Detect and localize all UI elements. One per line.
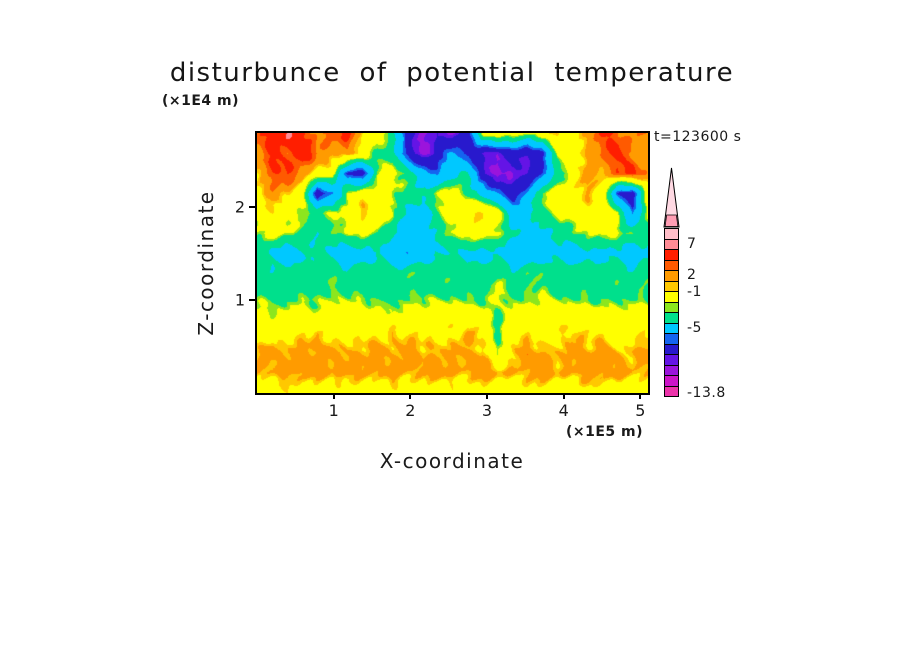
colorbar-arrow-icon — [663, 167, 680, 228]
colorbar-segment — [665, 355, 678, 366]
x-tick-mark — [639, 393, 642, 399]
x-axis-label: X-coordinate — [379, 449, 525, 473]
x-tick-mark — [409, 393, 412, 399]
y-axis-unit-label: (×1E4 m) — [162, 93, 240, 109]
contour-field-canvas — [257, 133, 648, 393]
colorbar-segment — [665, 365, 678, 376]
colorbar-segment — [665, 281, 678, 292]
x-tick-label: 3 — [481, 401, 493, 420]
y-tick-mark — [249, 206, 255, 209]
colorbar-segment — [665, 376, 678, 387]
colorbar-segment — [665, 260, 678, 271]
colorbar-segment — [665, 239, 678, 250]
colorbar-segment — [665, 386, 678, 396]
chart-title: disturbunce of potential temperature — [169, 58, 735, 88]
colorbar-segment — [665, 250, 678, 261]
colorbar-segment — [665, 271, 678, 282]
x-tick-label: 1 — [328, 401, 339, 420]
colorbar-segment — [665, 302, 678, 313]
colorbar-tick-label: 7 — [687, 235, 697, 252]
x-axis-unit-label: (×1E5 m) — [566, 424, 644, 440]
colorbar-segment — [665, 229, 678, 240]
colorbar-segment — [665, 344, 678, 355]
x-tick-label: 4 — [558, 401, 569, 420]
y-tick-label: 1 — [234, 290, 245, 310]
y-axis-label: Z-coordinate — [194, 190, 218, 336]
colorbar-segment — [665, 334, 678, 345]
colorbar-segment — [665, 292, 678, 303]
colorbar-segment — [665, 323, 678, 334]
colorbar-tick-label: 2 — [687, 267, 697, 284]
y-tick-mark — [249, 299, 255, 302]
colorbar-segment — [665, 313, 678, 324]
colorbar — [664, 228, 679, 397]
x-tick-mark — [562, 393, 565, 399]
timestamp-annotation: t=123600 s — [654, 129, 742, 145]
x-tick-mark — [486, 393, 488, 399]
colorbar-tick-label: -5 — [687, 320, 702, 337]
plot-area — [255, 131, 650, 395]
x-tick-label: 5 — [635, 401, 646, 420]
x-tick-label: 2 — [405, 401, 416, 420]
y-tick-label: 2 — [234, 197, 245, 217]
x-tick-mark — [332, 393, 335, 399]
colorbar-tick-label: -1 — [687, 283, 702, 300]
colorbar-labels: 7 2 -1 -5 -13.8 — [687, 0, 747, 654]
colorbar-tick-label: -13.8 — [687, 385, 726, 402]
